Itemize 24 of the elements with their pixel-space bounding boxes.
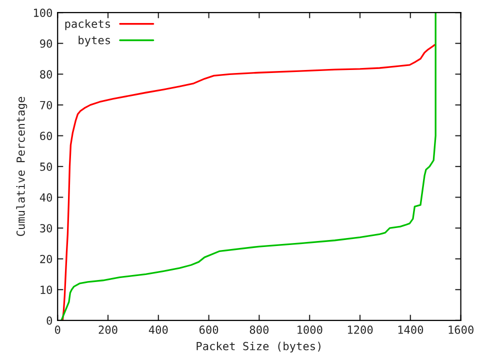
x-tick-label: 1000 (298, 326, 322, 334)
x-axis-title: Packet Size (bytes) (196, 342, 320, 352)
y-tick-label: 60 (40, 132, 52, 140)
y-axis-title: Cumulative Percentage (16, 96, 28, 236)
x-tick-label: 800 (250, 326, 269, 334)
y-tick-label: 40 (40, 193, 52, 202)
x-tick-label: 600 (199, 326, 218, 334)
y-tick-label: 80 (40, 70, 52, 79)
legend-label: bytes (78, 36, 110, 46)
x-tick-label: 1400 (398, 326, 424, 334)
x-tick-label: 200 (98, 326, 118, 334)
x-tick-label: 400 (148, 326, 168, 334)
y-tick-label: 0 (46, 316, 52, 325)
y-tick-label: 10 (40, 286, 52, 294)
y-tick-label: 90 (40, 39, 52, 48)
y-tick-label: 100 (34, 8, 52, 18)
x-tick-label: 0 (54, 326, 60, 334)
x-tick-label: 1200 (348, 326, 373, 334)
x-tick-label: 1600 (448, 326, 474, 334)
legend-label: packets (65, 19, 110, 30)
y-tick-label: 30 (40, 224, 52, 232)
y-tick-label: 70 (40, 100, 52, 110)
y-tick-label: 20 (40, 254, 52, 264)
y-tick-label: 50 (40, 162, 52, 171)
